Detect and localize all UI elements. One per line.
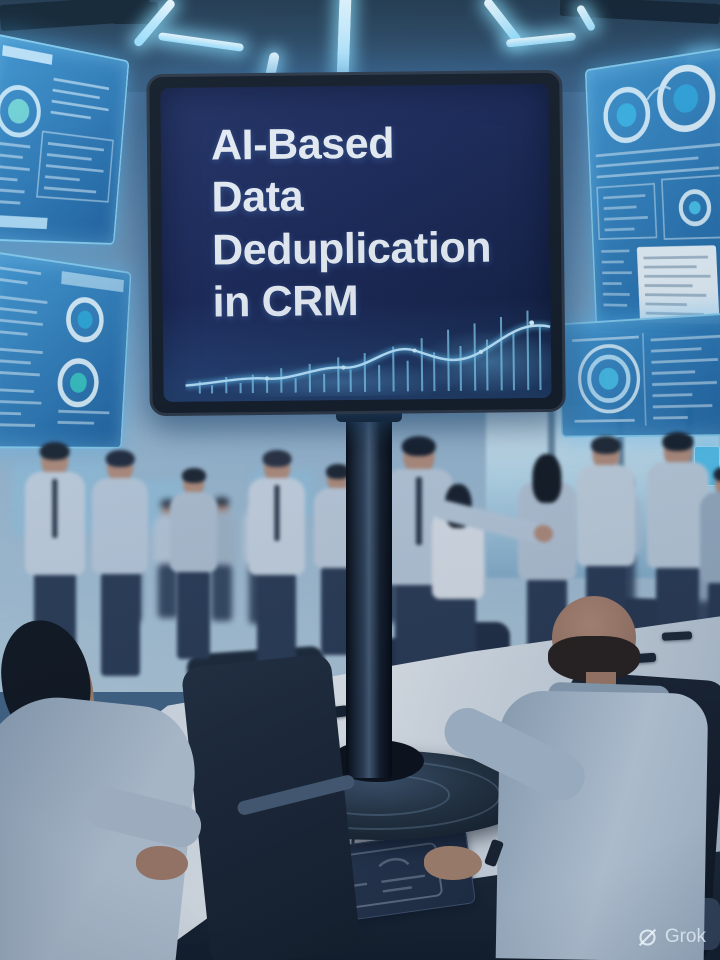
neon-light bbox=[132, 0, 177, 49]
face-profile bbox=[58, 656, 94, 746]
standing-man-gesturing bbox=[382, 435, 555, 710]
standing-woman bbox=[516, 454, 578, 685]
office-chair bbox=[590, 596, 676, 692]
smartphone bbox=[661, 631, 693, 641]
standing-person bbox=[205, 496, 238, 621]
standing-woman bbox=[430, 484, 486, 694]
sign-line-1: AI-Based bbox=[210, 119, 395, 170]
standing-person bbox=[604, 476, 642, 620]
small-glowing-panel bbox=[694, 446, 720, 486]
standing-man bbox=[90, 450, 151, 677]
neck bbox=[586, 672, 616, 696]
grok-logo-icon bbox=[638, 928, 656, 946]
standing-man bbox=[574, 436, 638, 674]
sign-line-4: in CRM bbox=[212, 277, 359, 327]
torso-shirt bbox=[495, 690, 709, 960]
holo-dashboard-left-top bbox=[0, 33, 130, 245]
sign-stand-base bbox=[218, 750, 536, 840]
blurred-wall-screen bbox=[12, 462, 108, 536]
sign-stand-joint bbox=[336, 398, 402, 422]
sign-stand-hub bbox=[330, 740, 424, 782]
smartphone bbox=[617, 652, 657, 665]
watermark-label: Grok bbox=[664, 926, 706, 947]
blurred-wall-screen bbox=[122, 480, 192, 536]
sign-stand-pole bbox=[346, 402, 392, 778]
shirt-collar bbox=[547, 681, 671, 713]
office-chair bbox=[349, 636, 447, 758]
hand bbox=[136, 846, 188, 880]
sign-screen: AI-Based Data Deduplication in CRM bbox=[160, 83, 552, 403]
holo-dashboard-right-top bbox=[584, 46, 720, 339]
chair-armrest bbox=[236, 773, 356, 817]
ceiling bbox=[0, 0, 720, 110]
back-wall bbox=[0, 92, 720, 692]
sign-title: AI-Based Data Deduplication in CRM bbox=[211, 117, 492, 330]
standing-man bbox=[246, 450, 307, 679]
holo-dashboard-right-mid bbox=[557, 312, 720, 438]
smartphone bbox=[299, 705, 349, 722]
head-hair bbox=[0, 615, 97, 749]
blurred-wall-screen bbox=[318, 486, 370, 526]
chair-armrest bbox=[672, 898, 720, 950]
office-chair-foreground bbox=[180, 652, 362, 960]
neon-light bbox=[482, 0, 523, 46]
hand bbox=[424, 846, 482, 880]
blurred-wall-screen bbox=[252, 470, 314, 516]
smartphone bbox=[1, 835, 55, 853]
forearm bbox=[437, 700, 593, 808]
window bbox=[486, 406, 720, 578]
smartphone bbox=[555, 688, 603, 703]
cable bbox=[351, 833, 441, 864]
torso-shirt bbox=[0, 689, 202, 960]
seated-person-background bbox=[686, 520, 720, 669]
sign-line-2: Data bbox=[211, 173, 304, 222]
smartphone bbox=[257, 756, 319, 781]
signboard: AI-Based Data Deduplication in CRM bbox=[146, 69, 566, 417]
ceiling-beam bbox=[0, 0, 151, 32]
neon-light bbox=[575, 3, 597, 33]
head bbox=[552, 596, 636, 680]
holo-dashboard-left-bottom bbox=[0, 250, 132, 449]
glowing-data-chart bbox=[185, 310, 552, 398]
ceiling-beam bbox=[559, 0, 720, 25]
neon-light bbox=[336, 0, 352, 91]
office-chair-foreground bbox=[550, 670, 720, 960]
sign-line-3: Deduplication bbox=[211, 223, 492, 275]
standing-person bbox=[152, 499, 184, 618]
head-hair bbox=[548, 636, 640, 682]
neon-light bbox=[261, 51, 281, 93]
standing-person bbox=[243, 490, 279, 625]
table-reflection bbox=[205, 806, 550, 868]
watermark: Grok bbox=[637, 926, 706, 948]
standing-man bbox=[168, 468, 219, 659]
tablet-device bbox=[227, 827, 477, 937]
ceiling-vent bbox=[112, 2, 158, 24]
standing-person bbox=[372, 504, 404, 623]
neon-light bbox=[685, 51, 720, 65]
standing-man bbox=[22, 441, 87, 685]
pen bbox=[403, 831, 451, 846]
office-chair bbox=[440, 622, 510, 707]
standing-man bbox=[698, 466, 720, 681]
forearm bbox=[80, 782, 206, 852]
wristwatch bbox=[483, 838, 505, 868]
neon-light bbox=[157, 32, 245, 52]
neon-light bbox=[505, 32, 577, 48]
standing-man bbox=[312, 464, 363, 655]
standing-man bbox=[644, 431, 711, 682]
office-chair bbox=[185, 645, 337, 833]
standing-person bbox=[112, 490, 147, 622]
